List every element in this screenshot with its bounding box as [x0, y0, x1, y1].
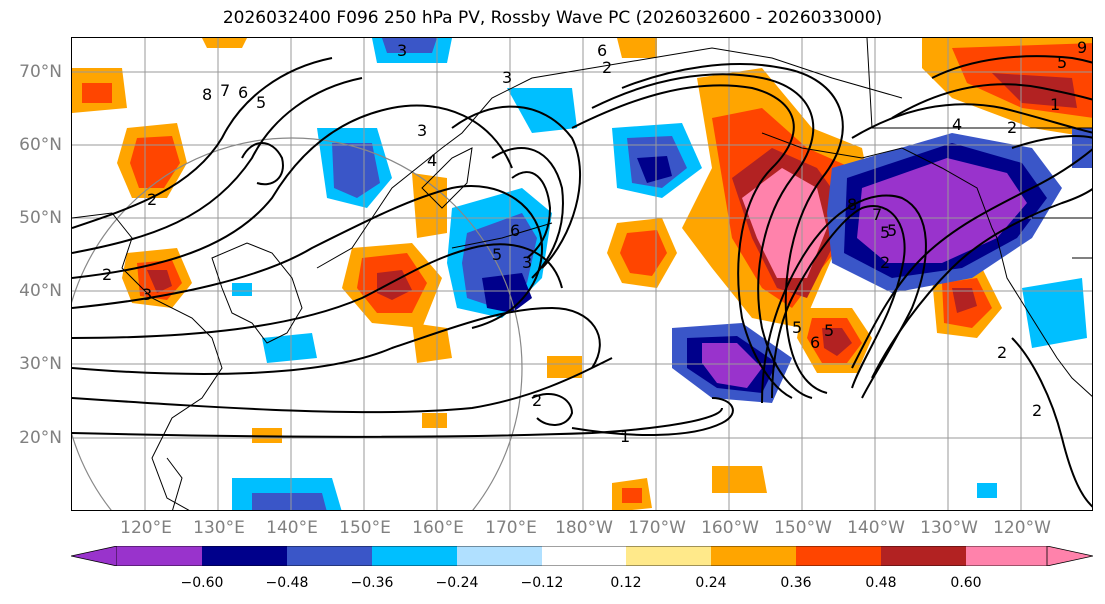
contour-label: 3 [502, 68, 512, 87]
colorbar-swatch [796, 546, 881, 566]
contour-label: 2 [997, 343, 1007, 362]
map-canvas: 8 7 6 5 3 6 3 6 5 3 4 3 5 6 5 2 3 2 2 5 … [72, 38, 1092, 510]
lon-label: 140°E [266, 518, 318, 538]
colorbar-swatch [966, 546, 1047, 566]
map-panel[interactable]: 8 7 6 5 3 6 3 6 5 3 4 3 5 6 5 2 3 2 2 5 … [71, 37, 1093, 511]
pv-negative-anomalies [232, 38, 1092, 510]
colorbar-label: 0.48 [865, 575, 897, 591]
lon-label: 160°W [701, 518, 759, 538]
contour-label: 2 [147, 190, 157, 209]
contour-label: 8 [202, 85, 212, 104]
contour-label-group: 8 7 6 5 3 6 3 6 5 3 4 3 5 6 5 2 3 2 2 5 … [102, 38, 1087, 446]
lon-label: 170°W [628, 518, 686, 538]
colorbar-swatch [372, 546, 457, 566]
lon-label: 160°E [412, 518, 464, 538]
colorbar-label: −0.60 [180, 575, 224, 591]
lon-label: 150°E [339, 518, 391, 538]
contour-label: 8 [847, 195, 857, 214]
lon-label: 130°E [193, 518, 245, 538]
contour-label: 5 [492, 245, 502, 264]
contour-label: 1 [1050, 95, 1060, 114]
colorbar-label: 0.36 [780, 575, 812, 591]
contour-label: 5 [880, 223, 890, 242]
lat-label: 70°N [19, 62, 62, 82]
domain-circle [72, 137, 523, 510]
colorbar-swatch [457, 546, 542, 566]
colorbar-label: −0.36 [350, 575, 394, 591]
colorbar-label: −0.48 [265, 575, 309, 591]
contour-label: 3 [417, 121, 427, 140]
lat-label: 50°N [19, 208, 62, 228]
colorbar-label: 0.12 [610, 575, 642, 591]
contour-label: 7 [872, 205, 882, 224]
graticule [72, 38, 1092, 510]
contour-label: 6 [810, 333, 820, 352]
contour-label: 3 [522, 253, 532, 272]
contour-label: 6 [597, 41, 607, 60]
colorbar-label: 0.24 [695, 575, 727, 591]
lat-label: 20°N [19, 428, 62, 448]
contour-label: 1 [620, 427, 630, 446]
pv-contours [72, 55, 1092, 508]
contour-label: 5 [792, 318, 802, 337]
lat-label: 40°N [19, 281, 62, 301]
colorbar-swatch [881, 546, 966, 566]
contour-label: 5 [887, 221, 897, 240]
colorbar-swatch [202, 546, 287, 566]
contour-label: 3 [142, 285, 152, 304]
colorbar-swatch [71, 546, 118, 566]
colorbar-swatch [626, 546, 711, 566]
contour-label: 2 [1007, 118, 1017, 137]
colorbar-swatch [542, 546, 626, 566]
lon-label: 170°E [485, 518, 537, 538]
contour-label: 4 [427, 151, 437, 170]
contour-label: 5 [1057, 53, 1067, 72]
lon-label: 120°E [120, 518, 172, 538]
colorbar [71, 546, 1093, 566]
colorbar-swatch [287, 546, 372, 566]
contour-label: 6 [510, 221, 520, 240]
lat-label: 60°N [19, 135, 62, 155]
contour-label: 5 [824, 321, 834, 340]
contour-label: 2 [102, 265, 112, 284]
contour-label: 6 [238, 83, 248, 102]
lon-label: 140°W [847, 518, 905, 538]
contour-label: 2 [880, 253, 890, 272]
lat-label: 30°N [19, 354, 62, 374]
colorbar-swatch [1046, 546, 1093, 566]
contour-label: 2 [1032, 401, 1042, 420]
colorbar-label: 0.60 [950, 575, 982, 591]
map-title: 2026032400 F096 250 hPa PV, Rossby Wave … [222, 8, 883, 28]
contour-label: 2 [602, 58, 612, 77]
contour-label: 7 [220, 81, 230, 100]
colorbar-label: −0.24 [435, 575, 479, 591]
colorbar-label: −0.12 [520, 575, 564, 591]
contour-label: 2 [532, 391, 542, 410]
lon-label: 120°W [993, 518, 1051, 538]
lon-label: 150°W [774, 518, 832, 538]
contour-label: 3 [397, 41, 407, 60]
colorbar-swatch [711, 546, 796, 566]
lon-label: 130°W [920, 518, 978, 538]
contour-label: 9 [1077, 38, 1087, 57]
contour-label: 5 [256, 93, 266, 112]
lon-label: 180°W [555, 518, 613, 538]
contour-label: 4 [952, 115, 962, 134]
colorbar-swatch [117, 546, 202, 566]
